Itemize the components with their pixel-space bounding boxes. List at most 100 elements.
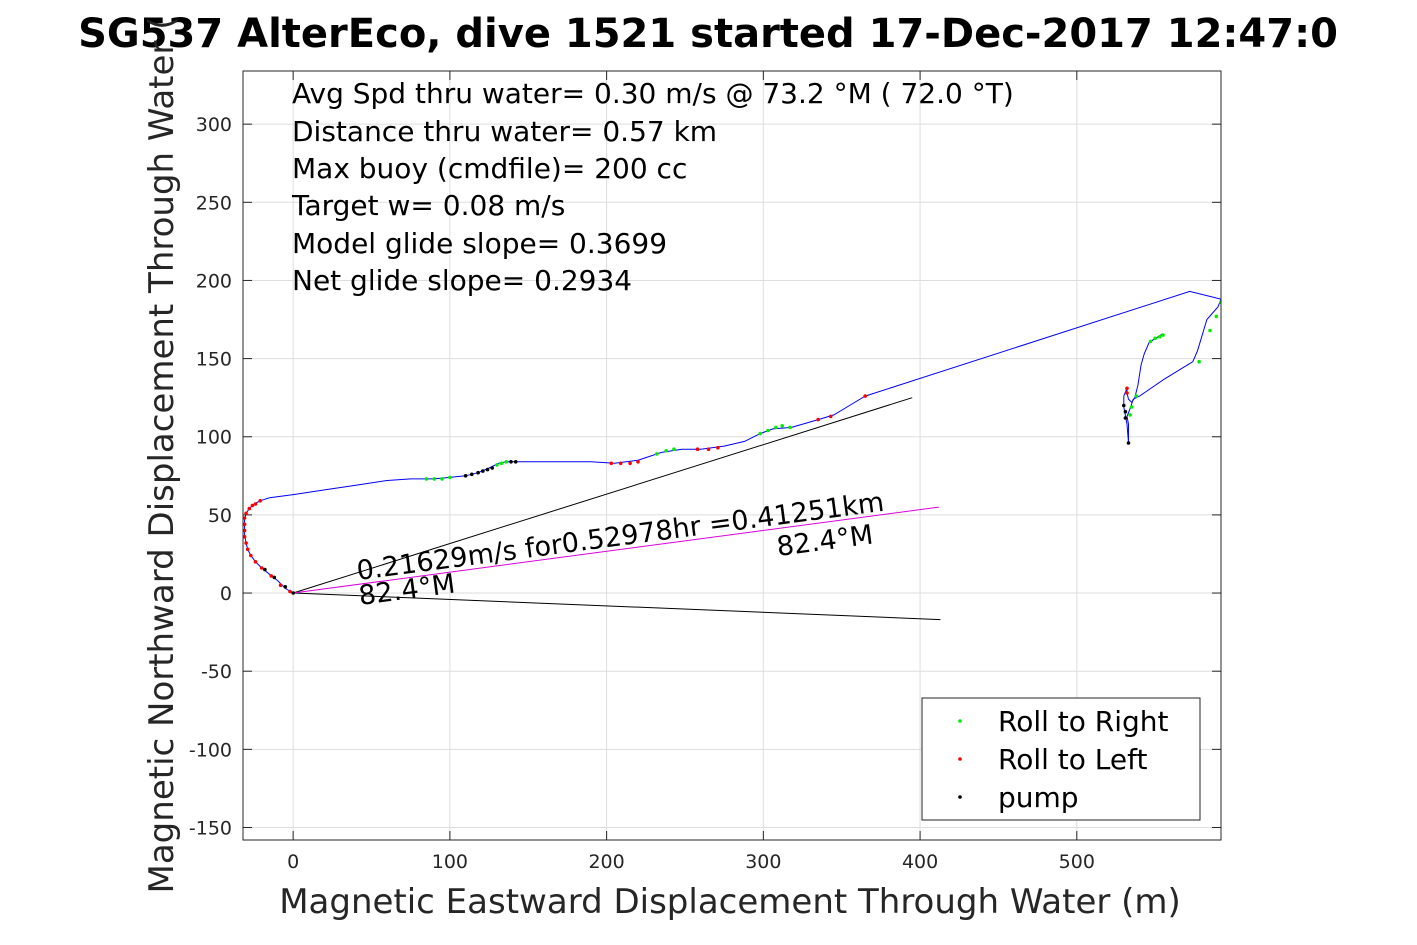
roll-left-point <box>243 535 247 539</box>
x-tick-label: 400 <box>902 851 938 873</box>
roll-left-point <box>828 414 833 419</box>
track-points <box>243 300 1221 595</box>
roll-right-point <box>1158 334 1162 339</box>
roll-right-point <box>1214 314 1219 319</box>
roll-right-point <box>499 461 504 466</box>
x-tick-label: 500 <box>1059 851 1095 873</box>
plot-frame <box>242 70 1222 841</box>
roll-left-point <box>1125 391 1129 395</box>
info-line-model-glide: Model glide slope= 0.3699 <box>292 227 667 260</box>
roll-left-point <box>253 560 258 564</box>
roll-right-point <box>424 477 429 481</box>
y-tick-label: -50 <box>201 661 232 683</box>
roll-right-point <box>672 447 676 452</box>
pump-point <box>509 460 513 464</box>
pump-point <box>272 575 277 580</box>
roll-left-point <box>609 461 614 466</box>
roll-left-point <box>244 541 248 545</box>
pump-point <box>470 472 474 477</box>
roll-right-point <box>504 460 509 464</box>
roll-left-point <box>243 528 247 533</box>
y-tick-label: 0 <box>220 583 232 605</box>
roll-left-point <box>258 499 263 503</box>
roll-right-point <box>774 425 778 430</box>
pump-point <box>291 591 296 595</box>
legend-label-roll-left: Roll to Left <box>998 743 1147 776</box>
roll-right-point <box>1208 328 1212 333</box>
y-tick-label: -150 <box>189 817 232 839</box>
plot-content <box>243 290 1221 621</box>
roll-left-point <box>706 447 711 452</box>
legend-marker-pump <box>958 795 962 799</box>
pump-point <box>513 460 518 464</box>
roll-right-point <box>1129 405 1134 409</box>
roll-right-point <box>1148 339 1153 344</box>
roll-left-point <box>269 574 274 578</box>
roll-right-point <box>432 477 437 481</box>
roll-right-point <box>780 424 784 428</box>
roll-right-point <box>655 452 659 456</box>
pump-point <box>481 469 485 473</box>
roll-left-point <box>244 511 248 516</box>
pump-point <box>1126 441 1131 445</box>
roll-left-point <box>278 583 283 587</box>
roll-left-point <box>628 461 632 466</box>
info-line-target-w: Target w= 0.08 m/s <box>291 189 565 222</box>
legend: Roll to Right Roll to Left pump <box>921 697 1201 821</box>
x-axis-ticks: 0 100 200 300 400 500 <box>287 71 1095 873</box>
y-tick-label: 100 <box>196 427 232 449</box>
roll-left-point <box>1125 386 1129 391</box>
heading-line-upper <box>293 397 913 594</box>
roll-right-point <box>766 428 770 433</box>
roll-right-point <box>1153 336 1157 341</box>
roll-left-point <box>288 589 292 594</box>
pump-point <box>283 585 288 589</box>
chart-title: SG537 AlterEco, dive 1521 started 17-Dec… <box>78 11 1338 57</box>
info-line-avg-speed: Avg Spd thru water= 0.30 m/s @ 73.2 °M (… <box>292 77 1014 110</box>
x-tick-label: 100 <box>432 851 468 873</box>
legend-label-pump: pump <box>998 781 1079 814</box>
info-line-distance: Distance thru water= 0.57 km <box>292 115 717 148</box>
roll-right-point <box>758 431 762 436</box>
roll-left-point <box>618 461 623 466</box>
x-tick-label: 200 <box>588 851 624 873</box>
x-tick-label: 0 <box>287 851 299 873</box>
pump-point <box>1122 403 1126 408</box>
y-axis-label: Magnetic Northward Displacement Through … <box>142 17 182 894</box>
y-tick-label: 200 <box>196 270 232 292</box>
roll-right-point <box>495 463 499 467</box>
pump-point <box>490 466 495 470</box>
roll-right-point <box>788 425 792 430</box>
pump-point <box>1123 409 1128 414</box>
x-axis-label: Magnetic Eastward Displacement Through W… <box>279 882 1181 922</box>
roll-right-point <box>664 449 668 453</box>
roll-left-point <box>816 417 820 422</box>
pump-point <box>476 470 480 475</box>
y-tick-label: 300 <box>196 114 232 136</box>
pump-point <box>1123 416 1128 420</box>
roll-left-point <box>243 516 247 520</box>
roll-left-point <box>716 445 720 450</box>
roll-left-point <box>245 547 250 552</box>
roll-left-point <box>260 566 264 570</box>
y-tick-label: 150 <box>196 349 232 371</box>
info-text-block: Avg Spd thru water= 0.30 m/s @ 73.2 °M (… <box>291 77 1014 297</box>
roll-left-point <box>247 506 252 511</box>
legend-marker-roll-left <box>958 757 962 761</box>
heading-line-lower <box>293 592 941 621</box>
pump-point <box>485 467 490 472</box>
pump-point <box>463 474 468 478</box>
legend-box <box>921 697 1201 821</box>
x-tick-label: 300 <box>745 851 781 873</box>
pump-point <box>263 567 267 572</box>
roll-right-point <box>448 475 452 480</box>
y-tick-label: 50 <box>208 505 232 527</box>
y-tick-label: -100 <box>189 739 232 761</box>
legend-marker-roll-right <box>958 719 962 723</box>
info-line-net-glide: Net glide slope= 0.2934 <box>292 264 632 297</box>
roll-right-point <box>440 477 444 481</box>
roll-left-point <box>636 460 640 464</box>
y-tick-label: 250 <box>196 192 232 214</box>
roll-left-point <box>243 522 247 527</box>
